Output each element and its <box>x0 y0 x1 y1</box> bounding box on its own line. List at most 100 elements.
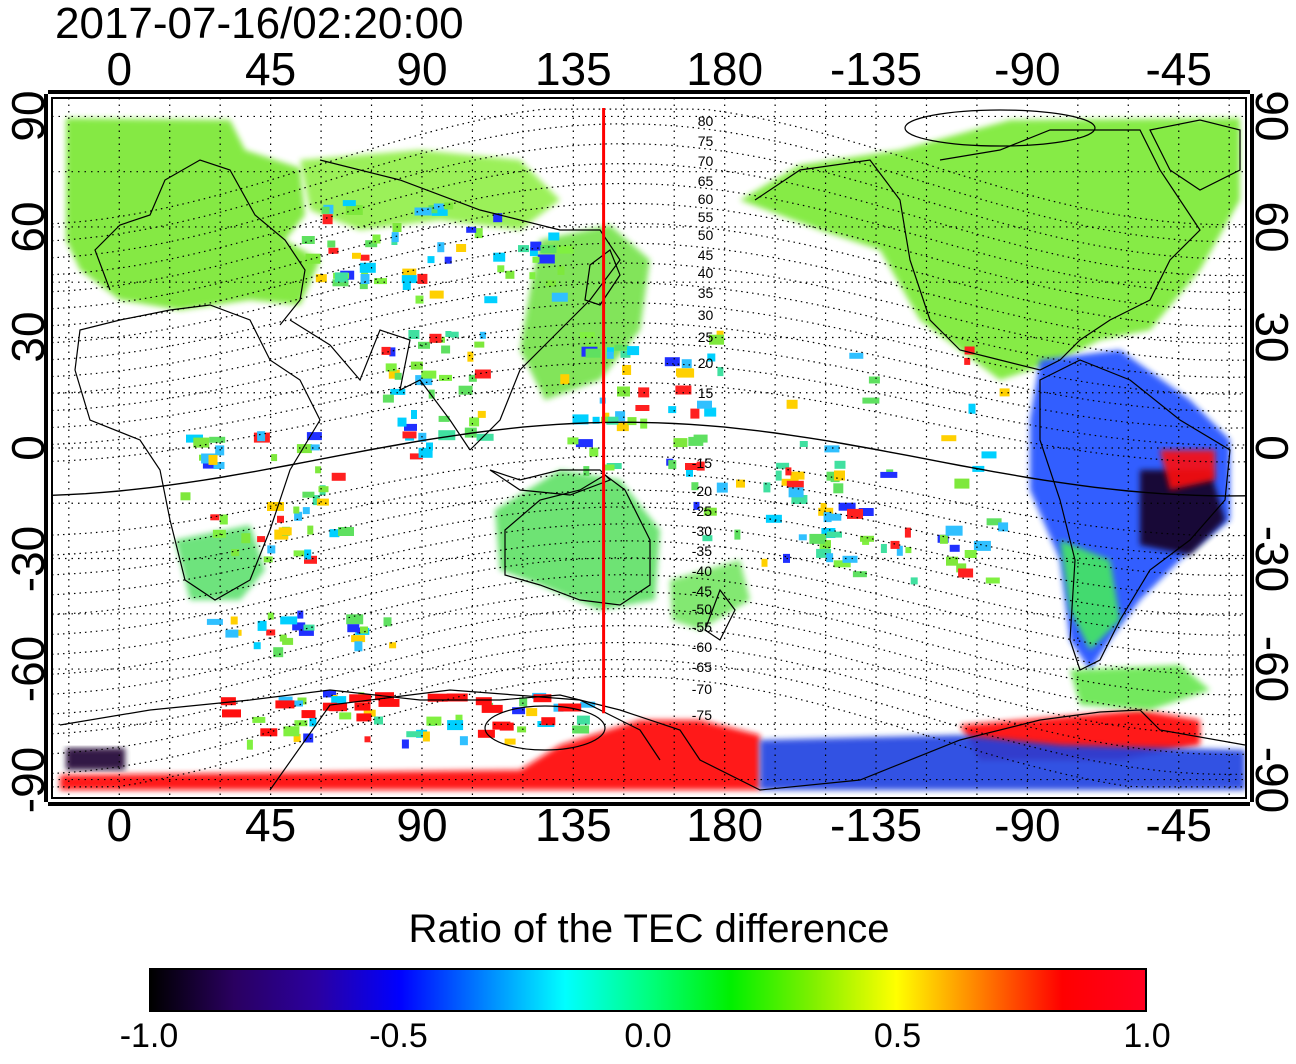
tec-cell <box>492 721 511 730</box>
tec-cell <box>530 241 542 251</box>
tec-cell <box>209 436 226 443</box>
tec-cell <box>401 739 409 749</box>
tec-cell <box>225 629 239 638</box>
tec-cell <box>954 478 970 489</box>
magnetic-contour <box>52 262 1246 361</box>
tec-cell <box>252 716 266 723</box>
tec-cell <box>585 348 601 358</box>
tec-cell <box>301 710 316 719</box>
tec-cell <box>455 714 463 723</box>
tec-cell <box>477 410 486 418</box>
tec-cell <box>444 256 452 264</box>
tec-cell <box>964 550 977 558</box>
tec-cell <box>818 507 834 516</box>
magnetic-lat-label: 25 <box>698 329 714 345</box>
tec-cell <box>537 254 555 264</box>
coast-east-asia <box>319 159 621 451</box>
tec-cell <box>673 438 688 448</box>
tec-cell <box>904 527 911 538</box>
tec-cell <box>206 618 223 625</box>
tec-cell <box>693 501 700 510</box>
tec-cell <box>833 483 844 494</box>
tec-cell <box>614 344 629 351</box>
top-lon-tick-label: 90 <box>396 43 448 95</box>
tec-cell <box>231 549 240 557</box>
tec-cell <box>622 365 632 375</box>
tec-cell <box>736 479 745 488</box>
tec-cell <box>533 694 552 703</box>
tec-cell <box>668 460 677 470</box>
tec-cell <box>606 416 619 425</box>
magnetic-contour <box>52 282 1246 378</box>
top-lon-tick-label: -90 <box>994 43 1061 95</box>
tec-cell <box>428 205 438 214</box>
tec-cell <box>945 525 963 536</box>
tec-cell <box>354 641 363 652</box>
tec-cell <box>253 642 261 650</box>
tec-cell <box>606 351 614 359</box>
tec-cell <box>685 463 702 470</box>
coast-australia <box>504 474 651 606</box>
tec-cell <box>293 733 301 742</box>
magnetic-lat-label: 15 <box>698 385 714 401</box>
magnetic-contour <box>52 421 1246 497</box>
magnetic-contour <box>52 108 1246 226</box>
tec-cell <box>616 422 629 432</box>
tec-cell <box>776 462 790 469</box>
tec-cell <box>329 703 348 712</box>
tec-cell <box>246 739 253 750</box>
left-frame-bar <box>44 94 48 802</box>
magnetic-lat-label: 40 <box>698 265 714 281</box>
bottom-lon-tick-label: -90 <box>994 799 1061 851</box>
tec-cell <box>849 352 864 359</box>
bottom-lon-tick-label: 135 <box>534 799 612 851</box>
tec-cell <box>529 272 536 280</box>
tec-cell <box>345 205 363 215</box>
tec-cell <box>352 252 361 259</box>
bottom-lon-tick-label: 0 <box>106 799 133 851</box>
lat-lon-grid <box>52 98 1246 798</box>
tec-cell <box>275 700 295 709</box>
coast-europe <box>94 159 306 326</box>
tec-cell <box>576 715 590 725</box>
magnetic-contour <box>52 302 1246 395</box>
tec-cell <box>842 555 858 563</box>
tec-cell <box>484 296 498 304</box>
tec-cell <box>303 624 315 631</box>
tec-cell <box>302 491 315 498</box>
tec-cell <box>414 207 432 216</box>
tec-cell <box>346 614 364 625</box>
tec-cell <box>374 278 387 285</box>
tec-cell <box>437 242 445 253</box>
tec-cell <box>816 548 832 558</box>
tec-cell <box>322 214 333 225</box>
tec-cell <box>390 388 406 395</box>
coast-north-america <box>754 129 1201 371</box>
tec-cell <box>459 736 468 746</box>
tec-cell <box>497 265 505 273</box>
tec-cell <box>364 736 371 743</box>
tec-cell <box>359 283 368 290</box>
tec-cell <box>469 417 480 427</box>
tec-cell <box>847 508 863 519</box>
tec-cell <box>890 540 900 549</box>
tec-cell <box>310 444 320 451</box>
tec-cell <box>402 268 417 276</box>
magnetic-contour <box>52 162 1246 277</box>
tec-cell <box>479 331 486 339</box>
magnetic-lat-label: -70 <box>692 681 712 697</box>
tec-cell <box>354 702 371 711</box>
bottom-lon-tick-label: 45 <box>245 799 297 851</box>
tec-cell <box>351 635 366 643</box>
bottom-lon-tick-label: -45 <box>1145 799 1212 851</box>
tec-cell <box>339 712 352 720</box>
tec-cell <box>786 480 804 488</box>
tec-region-antarctica-dark <box>66 748 125 770</box>
tec-cell <box>606 347 614 354</box>
tec-cell <box>580 701 596 708</box>
bottom-lon-tick-label: 90 <box>396 799 448 851</box>
tec-cell <box>474 341 485 348</box>
tec-cell <box>798 534 807 541</box>
tec-cell <box>761 558 768 567</box>
tec-cell <box>397 417 407 427</box>
